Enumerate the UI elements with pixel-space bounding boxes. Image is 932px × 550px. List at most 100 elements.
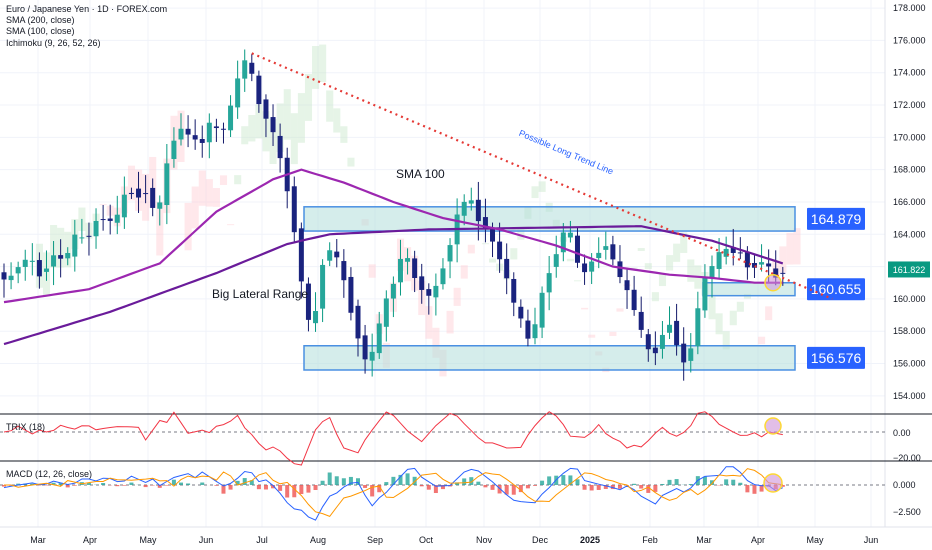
candle[interactable] bbox=[171, 127, 177, 168]
candle[interactable] bbox=[433, 273, 439, 316]
macd-label[interactable]: MACD (12, 26, close) bbox=[6, 469, 93, 479]
candle[interactable] bbox=[79, 218, 85, 244]
candle[interactable] bbox=[574, 227, 580, 268]
candle[interactable] bbox=[461, 194, 467, 226]
candle[interactable] bbox=[702, 264, 708, 318]
candle[interactable] bbox=[298, 222, 304, 299]
candle[interactable] bbox=[51, 241, 57, 286]
candle[interactable] bbox=[688, 333, 694, 373]
candle[interactable] bbox=[15, 261, 21, 284]
candle[interactable] bbox=[667, 306, 673, 340]
candle[interactable] bbox=[249, 53, 255, 82]
candle[interactable] bbox=[100, 204, 106, 231]
candle[interactable] bbox=[362, 324, 368, 374]
candle[interactable] bbox=[341, 249, 347, 298]
candle[interactable] bbox=[681, 327, 687, 381]
candle[interactable] bbox=[419, 263, 425, 304]
candle[interactable] bbox=[65, 247, 71, 266]
candle[interactable] bbox=[263, 94, 269, 138]
candle[interactable] bbox=[228, 95, 234, 138]
candle[interactable] bbox=[334, 239, 340, 268]
candle[interactable] bbox=[348, 267, 354, 321]
candle[interactable] bbox=[631, 275, 637, 316]
time-axis[interactable]: Mar Apr May Jun Jul Aug Sep Oct Nov Dec 2025 Feb Mar… bbox=[30, 535, 878, 545]
candle[interactable] bbox=[284, 147, 290, 209]
candle[interactable] bbox=[759, 244, 765, 272]
candle[interactable] bbox=[291, 176, 297, 243]
candle[interactable] bbox=[659, 321, 665, 359]
candle[interactable] bbox=[525, 309, 531, 347]
candle[interactable] bbox=[440, 258, 446, 290]
candle[interactable] bbox=[143, 175, 149, 204]
candle[interactable] bbox=[553, 235, 559, 278]
candle[interactable] bbox=[504, 243, 510, 295]
candle[interactable] bbox=[617, 245, 623, 284]
candle[interactable] bbox=[213, 118, 219, 142]
candle[interactable] bbox=[447, 238, 453, 279]
candle[interactable] bbox=[695, 291, 701, 355]
candle[interactable] bbox=[270, 104, 276, 146]
candle[interactable] bbox=[390, 276, 396, 318]
trend-line[interactable]: Possible Long Trend Line bbox=[251, 52, 833, 300]
legend-sma200[interactable]: SMA (200, close) bbox=[6, 15, 75, 26]
candle[interactable] bbox=[185, 115, 191, 148]
candle[interactable] bbox=[136, 171, 142, 213]
candle[interactable] bbox=[383, 290, 389, 342]
candle[interactable] bbox=[369, 333, 375, 377]
candle[interactable] bbox=[582, 254, 588, 285]
candle[interactable] bbox=[355, 299, 361, 357]
candle[interactable] bbox=[603, 231, 609, 260]
candle[interactable] bbox=[376, 311, 382, 359]
candle[interactable] bbox=[624, 267, 630, 309]
candle[interactable] bbox=[638, 296, 644, 338]
candle[interactable] bbox=[107, 204, 113, 235]
candle[interactable] bbox=[397, 239, 403, 296]
candle[interactable] bbox=[313, 292, 319, 332]
candle[interactable] bbox=[157, 195, 163, 226]
candle[interactable] bbox=[43, 250, 49, 281]
candle[interactable] bbox=[36, 252, 42, 289]
candle[interactable] bbox=[709, 255, 715, 298]
trix-label[interactable]: TRIX (18) bbox=[6, 422, 46, 432]
candle[interactable] bbox=[497, 222, 503, 273]
candle[interactable] bbox=[405, 248, 411, 275]
candle[interactable] bbox=[567, 220, 573, 243]
candle[interactable] bbox=[178, 113, 184, 146]
candle[interactable] bbox=[72, 219, 78, 272]
candles[interactable] bbox=[1, 49, 786, 381]
candle[interactable] bbox=[468, 187, 474, 211]
candle[interactable] bbox=[206, 113, 212, 159]
candle[interactable] bbox=[560, 223, 566, 262]
candle[interactable] bbox=[674, 303, 680, 356]
legend-sma100[interactable]: SMA (100, close) bbox=[6, 26, 75, 37]
legend-ichimoku[interactable]: Ichimoku (9, 26, 52, 26) bbox=[6, 37, 101, 48]
candle[interactable] bbox=[327, 242, 333, 267]
candle[interactable] bbox=[610, 235, 616, 266]
candle[interactable] bbox=[86, 222, 92, 256]
candle[interactable] bbox=[511, 272, 517, 317]
candle[interactable] bbox=[539, 286, 545, 339]
candle[interactable] bbox=[121, 176, 127, 229]
candle[interactable] bbox=[751, 254, 757, 278]
candle[interactable] bbox=[192, 119, 198, 150]
candle[interactable] bbox=[716, 238, 722, 279]
candle[interactable] bbox=[518, 299, 524, 328]
candle[interactable] bbox=[546, 256, 552, 311]
candle[interactable] bbox=[320, 259, 326, 323]
candle[interactable] bbox=[277, 123, 283, 173]
candle[interactable] bbox=[596, 237, 602, 269]
candle[interactable] bbox=[242, 49, 248, 92]
candle[interactable] bbox=[150, 178, 156, 217]
candle[interactable] bbox=[475, 181, 481, 241]
candle[interactable] bbox=[114, 195, 120, 235]
candle[interactable] bbox=[235, 60, 241, 119]
candle[interactable] bbox=[8, 262, 14, 290]
candle[interactable] bbox=[737, 237, 743, 260]
candle[interactable] bbox=[199, 125, 205, 158]
candle[interactable] bbox=[128, 187, 134, 199]
candle[interactable] bbox=[645, 328, 651, 362]
candle[interactable] bbox=[29, 243, 35, 276]
candle[interactable] bbox=[426, 283, 432, 315]
candle[interactable] bbox=[723, 236, 729, 265]
